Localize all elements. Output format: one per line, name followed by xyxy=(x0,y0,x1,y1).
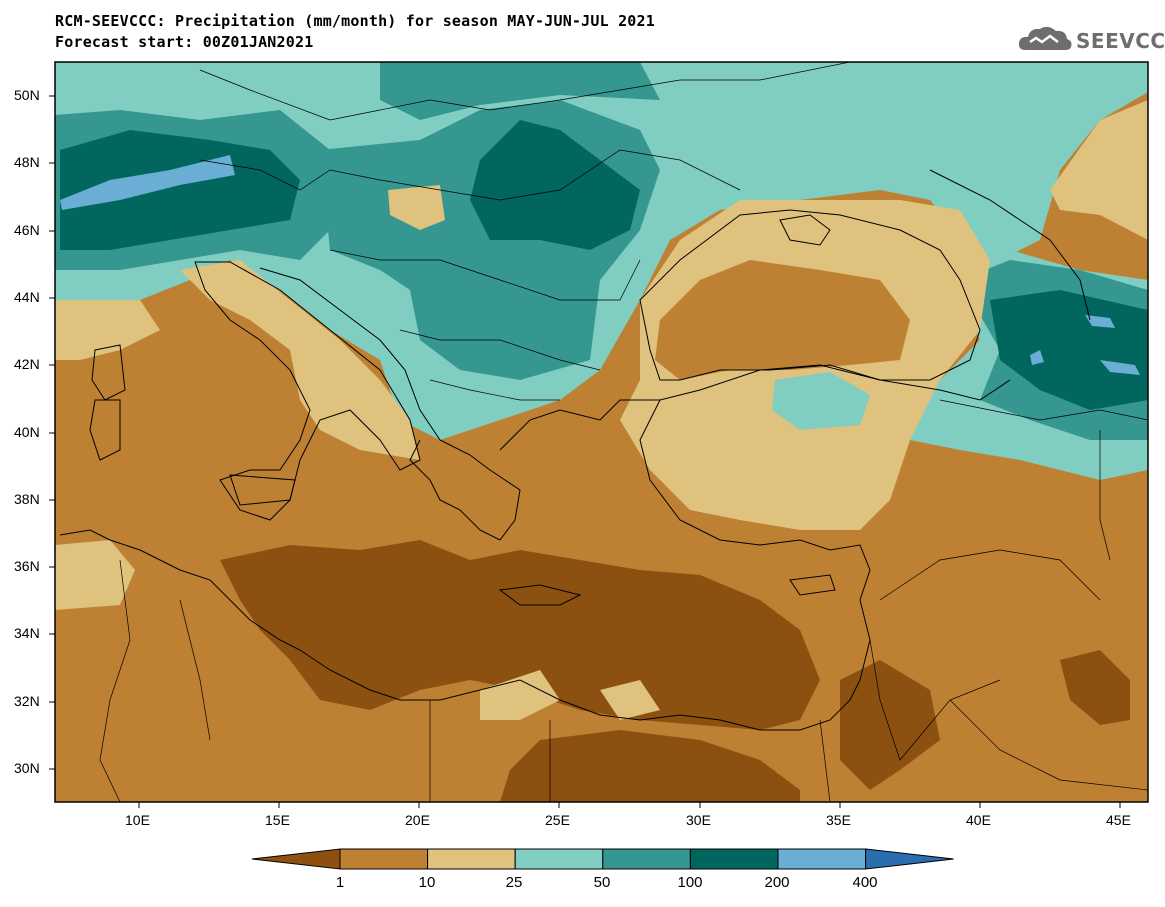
colorbar-swatch-above-400 xyxy=(865,848,954,870)
lat-label: 42N xyxy=(14,356,40,372)
forecast-start-label: Forecast start: 00Z01JAN2021 xyxy=(55,33,314,51)
lat-label: 46N xyxy=(14,222,40,238)
colorbar-swatch xyxy=(427,848,516,870)
field-200-400-alps xyxy=(60,155,235,210)
field-100-200-alps xyxy=(60,130,300,250)
lat-label: 30N xyxy=(14,760,40,776)
map-frame xyxy=(54,61,1149,803)
field-1-10-blacksea xyxy=(655,260,910,380)
map-title: RCM-SEEVCCC: Precipitation (mm/month) fo… xyxy=(55,12,655,30)
lon-label: 25E xyxy=(545,812,570,828)
colorbar-swatch xyxy=(339,848,429,870)
lat-label: 36N xyxy=(14,558,40,574)
colorbar-tick-label: 10 xyxy=(418,874,436,891)
field-10-25-sardinia xyxy=(55,300,160,360)
colorbar-swatch xyxy=(514,848,604,870)
seevccc-logo: SEEVCCC xyxy=(1016,20,1165,60)
field-10-25-east xyxy=(1050,100,1148,240)
cloud-icon xyxy=(1018,26,1072,50)
longitude-ticks xyxy=(138,802,1121,808)
latitude-ticks xyxy=(49,95,55,770)
colorbar-tick-label: 50 xyxy=(593,874,611,891)
lon-label: 10E xyxy=(125,812,150,828)
lon-label: 20E xyxy=(405,812,430,828)
lat-label: 48N xyxy=(14,154,40,170)
lon-label: 40E xyxy=(966,812,991,828)
colorbar-tick-label: 100 xyxy=(677,874,703,891)
country-borders xyxy=(99,62,1148,802)
lat-label: 32N xyxy=(14,693,40,709)
lat-label: 44N xyxy=(14,289,40,305)
lat-label: 40N xyxy=(14,424,40,440)
lat-label: 50N xyxy=(14,87,40,103)
field-10-25-hungary xyxy=(388,185,445,230)
field-below-1-sea xyxy=(220,540,820,730)
field-10-25-tunisia xyxy=(55,540,135,610)
colorbar-tick-label: 400 xyxy=(852,874,878,891)
lat-label: 34N xyxy=(14,625,40,641)
lon-label: 30E xyxy=(686,812,711,828)
lon-label: 45E xyxy=(1106,812,1131,828)
colorbar-swatch-below-1 xyxy=(251,848,341,870)
colorbar-tick-label: 200 xyxy=(764,874,790,891)
field-10-25-egypt-coast xyxy=(600,680,660,720)
precipitation-field xyxy=(55,62,1148,802)
field-100-200-carpathians xyxy=(470,120,640,250)
colorbar-tick-label: 1 xyxy=(335,874,345,891)
field-200-400-caucasus xyxy=(1030,315,1140,375)
field-25-50-anatolia xyxy=(772,372,870,430)
colorbar-tick-label: 25 xyxy=(505,874,523,891)
field-10-25-libya-coast xyxy=(480,670,560,720)
colorbar-swatch xyxy=(689,848,779,870)
field-below-1-levant xyxy=(840,660,940,790)
colorbar xyxy=(251,848,954,870)
field-below-1-iraq xyxy=(1060,650,1130,725)
field-50-100-north xyxy=(380,62,660,120)
logo-text: SEEVCCC xyxy=(1076,29,1165,53)
lon-label: 35E xyxy=(826,812,851,828)
lon-label: 15E xyxy=(265,812,290,828)
lat-label: 38N xyxy=(14,491,40,507)
colorbar-swatch xyxy=(777,848,867,870)
colorbar-swatch xyxy=(602,848,691,870)
coastlines xyxy=(59,169,1091,731)
field-10-25-italy xyxy=(180,260,420,460)
field-below-1-egypt xyxy=(500,730,800,802)
